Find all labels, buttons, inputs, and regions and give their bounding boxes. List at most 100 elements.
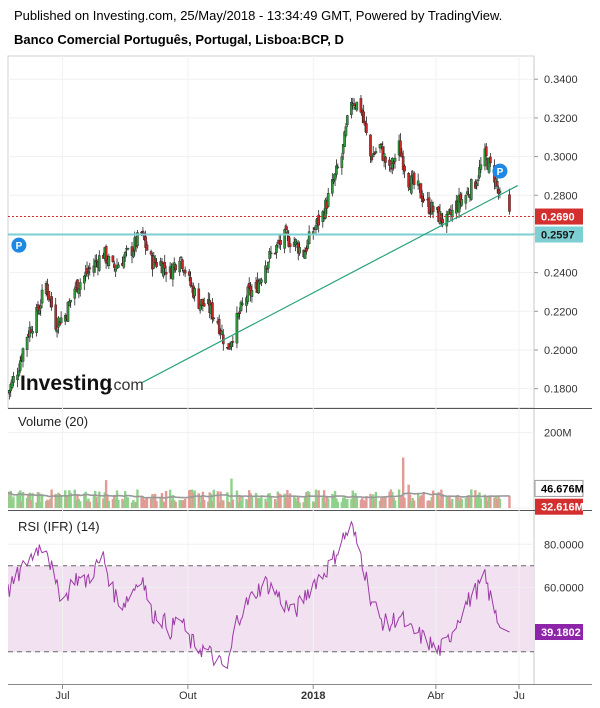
volume-bar [327,498,330,508]
volume-bar [351,490,354,508]
volume-bar [102,498,105,508]
volume-bar [121,498,124,508]
volume-bar [125,496,128,508]
candle-down [380,143,383,145]
volume-bar [198,502,202,508]
rsi-value-badge-text: 39.1802 [541,627,581,639]
volume-bar [134,502,138,508]
volume-bar [445,496,448,508]
volume-bar [361,498,364,508]
volume-bar [181,500,184,508]
volume-bar [275,502,278,508]
volume-bar [113,494,116,508]
volume-bar [403,497,406,508]
volume-bar [307,491,311,508]
candle-down [46,283,49,295]
candle-down [448,209,451,211]
candle-up [179,256,183,259]
candle-down [467,193,470,196]
time-tick-label: Ju [513,690,525,702]
candle-down [181,259,184,270]
candle-up [332,180,335,183]
price-tick-label: 0.2200 [544,306,578,318]
volume-bar [476,494,480,508]
candle-up [470,179,473,200]
candle-up [31,331,34,334]
time-tick-label: Abr [427,690,444,702]
candle-up [16,374,19,380]
volume-bar [277,493,281,508]
volume-bar [410,501,413,508]
volume-bar [46,499,49,508]
volume-bar [192,492,195,508]
candle-up [283,229,286,249]
candle-down [231,341,235,343]
pivot-marker[interactable]: P [492,163,508,179]
volume-bar [459,497,462,508]
support-level-badge: 0.2597 [535,226,583,243]
volume-bar [241,495,244,508]
pivot-marker[interactable]: P [11,237,27,253]
volume-bar [54,493,57,508]
volume-bar [288,493,292,508]
volume-bar [94,490,97,508]
volume-bar [74,500,78,508]
volume-bar [332,495,335,508]
candle-down [202,303,206,307]
last-price-badge-text: 0.2690 [541,212,575,224]
candle-down [141,230,145,233]
volume-bar [382,496,386,508]
volume-bar [295,501,299,508]
volume-bar [155,501,158,508]
volume-bar [88,501,91,508]
volume-bar [25,497,29,508]
volume-bar [149,498,153,508]
last-price-badge-bg [535,208,583,225]
rsi-value-badge: 39.1802 [535,624,583,641]
volume-bar [475,495,478,508]
volume-bar [162,501,165,508]
rsi-pane-title: RSI (IFR) (14) [18,519,100,534]
volume-bar [427,500,431,508]
volume-bar [260,496,263,508]
candle-up [257,281,261,294]
volume-bar [350,499,353,508]
volume-bar [178,499,181,508]
candle-down [189,277,192,286]
volume-bar [494,495,498,508]
volume-bar [133,502,136,508]
trendline[interactable] [141,185,518,384]
volume-bar [306,491,309,508]
volume-bar [283,493,286,508]
volume-bar [273,499,277,508]
candle-down [211,302,214,320]
logo-brand: Investing [20,372,112,395]
candle-down [95,260,98,263]
candle-down [305,248,308,252]
volume-bar [496,499,499,508]
candle-down [279,240,282,245]
volume-bar [38,492,41,508]
candle-up [303,251,307,259]
volume-bar [40,494,44,508]
volume-bar [182,500,185,508]
volume-bar [219,491,222,508]
volume-bar [336,501,339,508]
volume-bar [407,484,410,508]
volume-bar [268,493,271,508]
volume-bar [58,493,61,508]
volume-bar [126,497,130,508]
volume-bar [239,500,243,508]
candle-down [273,252,277,255]
volume-bar [17,492,21,508]
volume-bar [222,500,225,508]
volume-bar [460,499,463,508]
volume-bar [143,499,146,508]
volume-bar [486,501,489,508]
volume-bar [193,490,196,508]
pivot-marker-label: P [497,167,504,178]
volume-bar [189,489,192,508]
volume-bar [47,500,51,508]
volume-bar [359,499,363,508]
volume-bar [95,496,98,508]
